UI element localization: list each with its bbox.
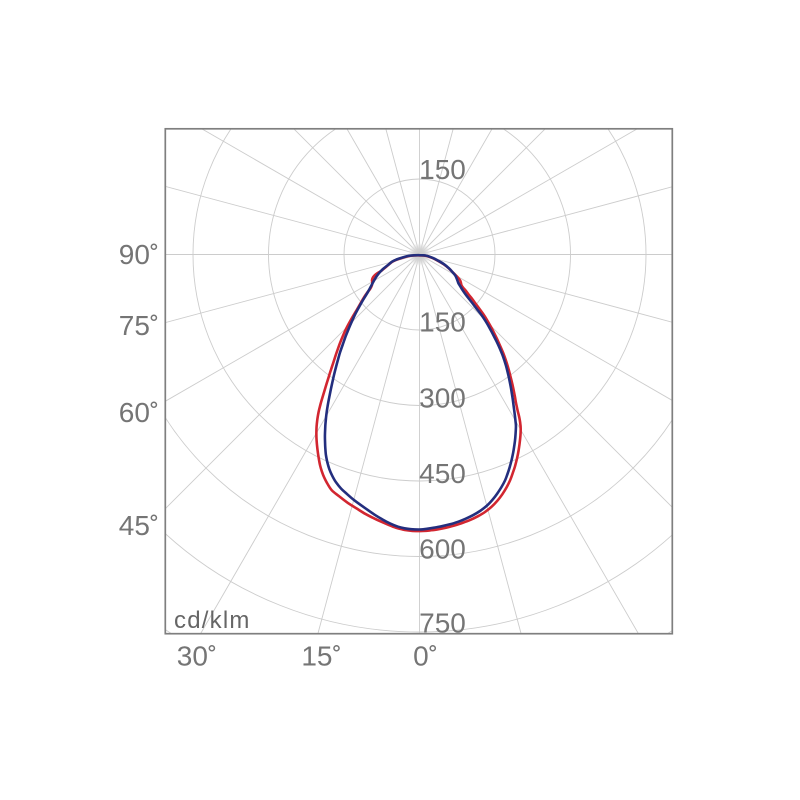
svg-text:750: 750 bbox=[419, 608, 466, 639]
svg-text:15˚: 15˚ bbox=[301, 641, 341, 674]
svg-text:600: 600 bbox=[419, 534, 466, 565]
svg-text:450: 450 bbox=[419, 458, 466, 489]
svg-text:60˚: 60˚ bbox=[119, 397, 159, 430]
svg-text:45˚: 45˚ bbox=[119, 510, 159, 543]
svg-text:90˚: 90˚ bbox=[119, 239, 159, 272]
svg-text:75˚: 75˚ bbox=[119, 310, 159, 343]
svg-text:150: 150 bbox=[419, 154, 466, 185]
svg-text:300: 300 bbox=[419, 383, 466, 414]
svg-text:0˚: 0˚ bbox=[413, 641, 438, 674]
svg-text:cd/klm: cd/klm bbox=[174, 607, 251, 634]
svg-text:30˚: 30˚ bbox=[177, 641, 217, 674]
svg-text:150: 150 bbox=[419, 307, 466, 338]
